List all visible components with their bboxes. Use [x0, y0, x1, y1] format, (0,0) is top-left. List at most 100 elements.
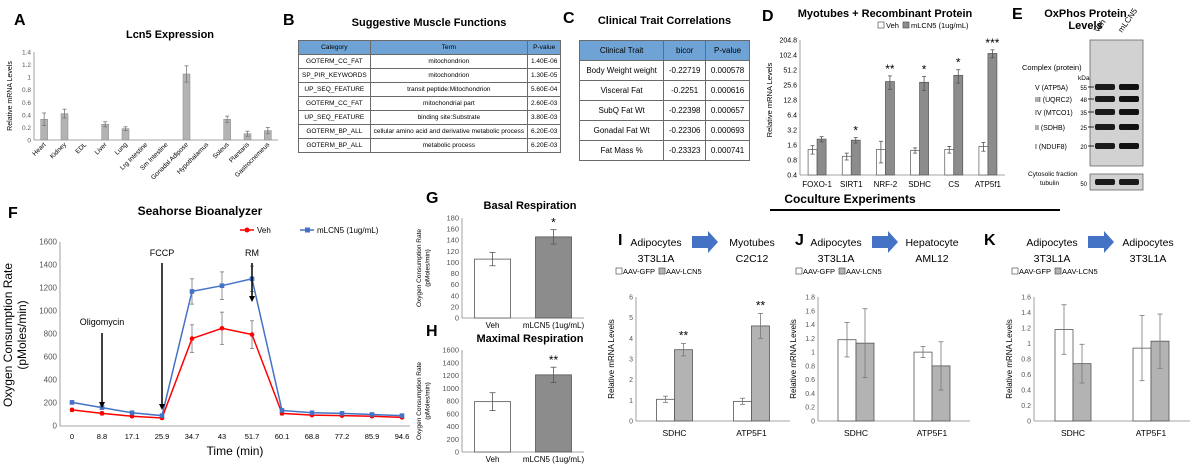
chart-a-x-tick-label: EDL — [74, 141, 88, 155]
chart-g-x-tick-label: mLCN5 (1ug/mL) — [523, 321, 585, 330]
chart-f-y-axis-tick-label: 600 — [44, 353, 58, 362]
chart-d-bar — [850, 139, 861, 176]
table-cell: metabolic process — [369, 138, 528, 153]
chart-a-error-bar — [265, 127, 270, 135]
chart-g-bar — [474, 258, 511, 319]
panel-letter-j: J — [795, 232, 804, 249]
table-row: GOTERM_BP_ALL metabolic process 6.20E-03 — [298, 138, 562, 153]
chart-f-y-axis-tick-label: 400 — [44, 376, 58, 385]
table-row: GOTERM_CC_FAT mitochondrion 1.40E-06 — [298, 54, 562, 69]
table-row: Visceral Fat -0.2251 0.000616 — [578, 80, 750, 101]
legend-swatch — [1054, 267, 1062, 275]
chart-d-error-bar — [853, 137, 858, 144]
chart-f-point — [189, 289, 195, 294]
table-cell: -0.22398 — [663, 100, 707, 121]
chart-k-target-label: Adipocytes — [1122, 237, 1173, 249]
chart-d-bar — [987, 53, 998, 176]
chart-h-y-axis-tick-label: 1200 — [442, 371, 459, 380]
chart-a-error-bar — [103, 121, 108, 128]
chart-k-bar — [1150, 340, 1170, 422]
blot-band — [1095, 179, 1115, 185]
chart-d-y-axis-tick-label: 12.8 — [783, 98, 797, 105]
table-cell: GOTERM_BP_ALL — [298, 138, 371, 153]
chart-a-y-axis-tick-label: 0.6 — [22, 100, 31, 107]
table-cell: transit peptide:Mitochondrion — [369, 82, 528, 97]
table-cell: -0.2251 — [663, 80, 707, 101]
legend-swatch — [658, 267, 666, 275]
chart-k-x-tick-label: SDHC — [1061, 428, 1085, 438]
chart-j-source-label: Adipocytes — [810, 237, 861, 249]
chart-g-y-axis-tick-label: 40 — [451, 291, 459, 300]
chart-f-point — [369, 413, 375, 419]
chart-f-x-tick-label: 51.7 — [245, 432, 260, 441]
chart-f-error-bar — [310, 413, 314, 417]
chart-f-x-tick-label: 34.7 — [185, 432, 200, 441]
chart-d-significance-label: * — [853, 124, 858, 138]
table-row: SubQ Fat Wt -0.22398 0.000657 — [578, 100, 750, 121]
panel-letter-h: H — [426, 323, 438, 340]
chart-i-y-axis-tick-label: 1 — [629, 398, 633, 405]
chart-a-y-axis-tick-label: 1.4 — [22, 50, 31, 57]
chart-i-source-label: 3T3L1A — [638, 253, 675, 265]
chart-h-y-axis-tick-label: 1000 — [442, 384, 459, 393]
chart-f-series-line — [71, 277, 403, 417]
table-header: Term — [369, 40, 528, 55]
table-row: UP_SEQ_FEATURE transit peptide:Mitochondr… — [298, 82, 562, 97]
chart-f-y-label: (pMoles/min) — [15, 300, 29, 369]
chart-j-y-label: Relative mRNA Levels — [789, 319, 798, 399]
chart-h-y-label: (pMoles/min) — [425, 382, 432, 420]
chart-g-error-bar — [550, 229, 557, 245]
chart-f-error-bar — [280, 408, 284, 413]
table-row: GOTERM_CC_FAT mitochondrial part 2.60E-03 — [298, 96, 562, 111]
chart-k-arrow-icon — [1088, 231, 1114, 253]
chart-j-target-label: AML12 — [915, 253, 948, 265]
chart-f-point — [129, 410, 135, 416]
table-cell: 0.000693 — [705, 120, 750, 141]
blot-marker-label: 48 — [1080, 98, 1087, 104]
chart-f-point — [219, 283, 225, 288]
chart-f-title: Seahorse Bioanalyzer — [137, 204, 263, 218]
chart-d-bar — [816, 138, 827, 176]
chart-f-x-tick-label: 77.2 — [335, 432, 350, 441]
chart-a-x-tick-label: Soleus — [212, 141, 232, 161]
chart-k-y-axis-tick-label: 1.4 — [1021, 310, 1031, 317]
chart-i-error-bar — [681, 343, 686, 357]
table-cell: Gonadal Fat Wt — [578, 120, 665, 141]
chart-k-error-bar — [1157, 313, 1163, 369]
chart-j-arrow-icon — [872, 231, 898, 253]
chart-j-target-label: Hepatocyte — [905, 237, 958, 249]
chart-j-y-axis-tick-label: 0.4 — [805, 391, 815, 398]
table-cell: mitochondrion — [369, 68, 528, 83]
chart-i-target-label: C2C12 — [736, 253, 769, 265]
chart-k-y-axis-tick-label: 0.2 — [1021, 403, 1031, 410]
chart-k-bar — [1072, 363, 1092, 422]
chart-g-y-axis-tick-label: 60 — [451, 280, 459, 289]
chart-i-y-axis-tick-label: 3 — [629, 357, 633, 364]
chart-i-bar — [733, 400, 752, 422]
panel-letter-c: C — [563, 10, 575, 27]
chart-f-y-axis-tick-label: 0 — [53, 422, 58, 431]
table-cell: 2.60E-03 — [526, 96, 562, 111]
chart-a-y-axis-tick-label: 0.2 — [22, 125, 31, 132]
panel-letter-d: D — [762, 8, 774, 25]
table-cell: GOTERM_CC_FAT — [298, 54, 371, 69]
table-cell: GOTERM_CC_FAT — [298, 96, 371, 111]
legend-label: Veh — [257, 226, 271, 235]
table-header: P-value — [705, 40, 750, 61]
chart-f-error-bar — [310, 411, 314, 415]
chart-f-point — [399, 413, 405, 418]
table-row: Body Weight weight -0.22719 0.000578 — [578, 60, 750, 81]
chart-f-point — [249, 276, 255, 282]
chart-d-x-tick-label: NRF-2 — [874, 180, 898, 189]
table-header: P-value — [526, 40, 562, 55]
legend-swatch — [877, 21, 885, 29]
blot-band-label: III (UQRC2) — [1035, 97, 1072, 104]
table-cell: UP_SEQ_FEATURE — [298, 82, 371, 97]
chart-i-y-axis-tick-label: 5 — [629, 315, 633, 322]
chart-f-point — [99, 411, 105, 416]
chart-d-x-tick-label: ATP5f1 — [975, 180, 1002, 189]
chart-h-y-axis-tick-label: 200 — [446, 435, 459, 444]
table-cell: 0.000616 — [705, 80, 750, 101]
chart-a-y-axis-tick-label: 0.4 — [22, 112, 31, 119]
legend-label: AAV-GFP — [803, 267, 835, 276]
